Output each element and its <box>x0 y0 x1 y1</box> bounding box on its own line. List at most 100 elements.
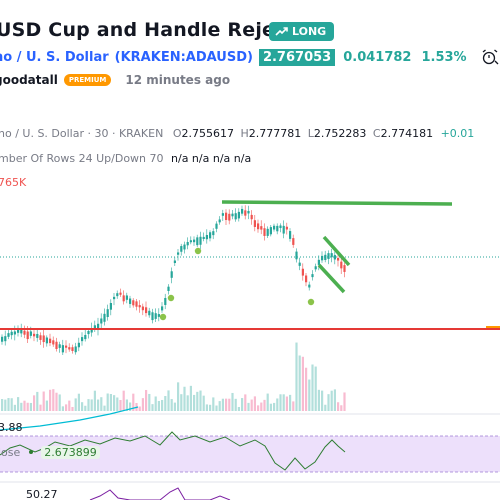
candle-body <box>65 345 68 348</box>
candle-body <box>135 301 138 307</box>
low-label: L <box>307 127 314 140</box>
candle-body <box>301 268 304 276</box>
handle-upper-line[interactable] <box>322 235 351 267</box>
volume-bar <box>199 390 202 411</box>
candle-body <box>250 214 253 220</box>
volume-bar <box>109 394 112 411</box>
volume-bar <box>55 392 58 411</box>
volume-bar <box>180 394 183 411</box>
marker-dot <box>194 247 202 255</box>
candle-body <box>109 302 112 310</box>
candle-body <box>42 335 45 343</box>
price-change-percent: 1.53% <box>421 49 467 65</box>
candle-body <box>33 333 36 337</box>
volume-bar <box>260 402 263 411</box>
candle-body <box>74 346 77 353</box>
publish-time: 12 minutes ago <box>125 73 231 87</box>
volume-profile-label[interactable]: mber Of Rows 24 Up/Down 70 <box>0 152 164 165</box>
close-value: 2.774181 <box>380 127 434 140</box>
rsi-value: 2.673899 <box>41 446 100 459</box>
volume-bar <box>125 399 128 411</box>
volume-bar <box>20 402 23 411</box>
chart-legend-ohlc: no / U. S. Dollar · 30 · KRAKEN O2.75561… <box>0 127 474 140</box>
symbol-ticker-link[interactable]: (KRAKEN:ADAUSD) <box>114 49 253 65</box>
candle-body <box>1 336 4 342</box>
volume-bar <box>241 398 244 411</box>
close-label: C <box>372 127 381 140</box>
long-badge: LONG <box>269 22 335 41</box>
volume-bar <box>154 396 157 411</box>
volume-bar <box>93 390 96 411</box>
candle-body <box>77 342 80 348</box>
candle-body <box>225 212 228 221</box>
candle-body <box>234 213 237 220</box>
last-price: 2.767053 <box>258 48 336 66</box>
legend-series-name[interactable]: no / U. S. Dollar · 30 · KRAKEN <box>0 127 164 140</box>
candle-body <box>180 246 183 252</box>
candle-body <box>49 338 52 344</box>
candle-body <box>189 240 192 243</box>
volume-bar <box>314 366 317 411</box>
volume-bar <box>186 395 189 411</box>
symbol-name-link[interactable]: no / U. S. Dollar <box>0 49 109 65</box>
candle-body <box>161 306 164 311</box>
volume-bar <box>253 396 256 411</box>
symbol-row: no / U. S. Dollar (KRAKEN:ADAUSD) 2.7670… <box>0 47 499 67</box>
add-alert-icon[interactable] <box>481 48 499 66</box>
candle-body <box>132 300 135 306</box>
volume-bar <box>1 399 4 411</box>
volume-bar <box>189 385 192 411</box>
candle-body <box>244 210 247 216</box>
volume-bar <box>148 393 151 411</box>
volume-bar <box>77 393 80 411</box>
candle-body <box>164 298 167 305</box>
candle-body <box>202 236 205 240</box>
volume-bar <box>97 399 100 411</box>
candle-body <box>90 328 93 333</box>
open-label: O <box>172 127 182 140</box>
volume-bar <box>209 404 212 411</box>
volume-bar <box>167 390 170 411</box>
candle-body <box>282 225 285 234</box>
candle-body <box>129 298 132 304</box>
volume-bar <box>113 395 116 411</box>
candle-body <box>13 331 16 335</box>
volume-bar <box>205 404 208 411</box>
volume-bar <box>225 398 228 411</box>
volume-bar <box>250 399 253 411</box>
candle-body <box>266 228 269 236</box>
volume-value: 765K <box>0 176 27 189</box>
candle-body <box>17 328 20 333</box>
handle-lower-line[interactable] <box>317 263 346 294</box>
candle-body <box>81 337 84 342</box>
candle-body <box>196 237 199 246</box>
marker-dot <box>307 298 315 306</box>
chart-legend-volume-profile: mber Of Rows 24 Up/Down 70 n/a n/a n/a n… <box>0 152 251 165</box>
chart-legend-volume: 765K <box>0 176 26 189</box>
volume-bar <box>58 394 61 411</box>
volume-bar <box>42 391 45 411</box>
candle-body <box>199 236 202 245</box>
candle-body <box>257 223 260 230</box>
author-name-link[interactable]: goodatall <box>0 73 58 87</box>
candle-body <box>292 238 295 245</box>
volume-bar <box>151 404 154 411</box>
volume-bar <box>295 342 298 411</box>
volume-bar <box>305 367 308 411</box>
candle-body <box>317 259 320 265</box>
volume-bar <box>317 389 320 411</box>
volume-bar <box>122 390 125 411</box>
candle-body <box>218 219 221 223</box>
candle-body <box>145 307 148 314</box>
volume-bar <box>71 406 74 411</box>
volume-bar <box>26 402 29 411</box>
resistance-line[interactable] <box>221 200 453 206</box>
candle-body <box>273 225 276 230</box>
volume-bar <box>333 389 336 411</box>
volume-bar <box>87 399 90 411</box>
volume-bar <box>289 394 292 411</box>
volume-bar <box>292 401 295 411</box>
volume-bar <box>298 355 301 411</box>
rsi-label-text: lose <box>0 446 21 459</box>
volume-bar <box>202 395 205 411</box>
